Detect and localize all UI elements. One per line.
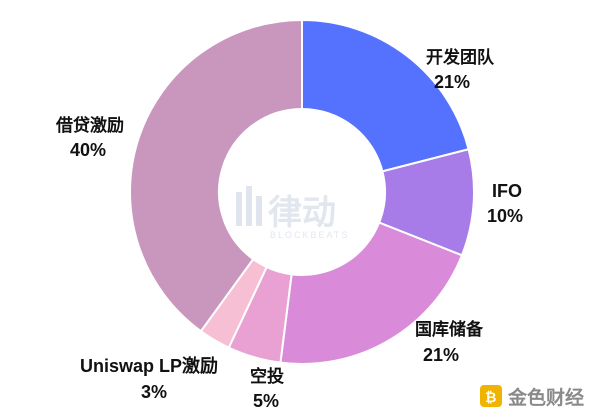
label-percent-airdrop: 5% xyxy=(253,391,279,411)
watermark-subtext: BLOCKBEATS xyxy=(270,230,349,240)
label-percent-lending: 40% xyxy=(70,140,106,160)
watermark: 律动 BLOCKBEATS xyxy=(236,186,349,240)
donut-slice-0 xyxy=(301,18,470,173)
label-name-ifo: IFO xyxy=(492,181,522,201)
corner-logo: ₿ 金色财经 xyxy=(480,385,584,409)
donut-slices xyxy=(129,18,475,365)
watermark-logo-bar xyxy=(246,186,252,226)
label-name-treasury: 国库储备 xyxy=(415,319,484,339)
watermark-logo-bar xyxy=(256,196,262,226)
corner-logo-glyph: ₿ xyxy=(485,389,496,405)
watermark-logo-bar xyxy=(236,192,242,226)
label-percent-uniswap-lp: 3% xyxy=(141,382,167,402)
label-name-dev-team: 开发团队 xyxy=(426,47,495,67)
label-name-airdrop: 空投 xyxy=(250,366,284,386)
slice-labels: 开发团队 21% IFO 10% 国库储备 21% 空投 5% Uniswap … xyxy=(55,47,523,411)
label-percent-treasury: 21% xyxy=(423,345,459,365)
label-name-uniswap-lp: Uniswap LP激励 xyxy=(80,355,218,376)
label-percent-ifo: 10% xyxy=(487,206,523,226)
corner-logo-icon xyxy=(480,385,502,407)
label-percent-dev-team: 21% xyxy=(434,72,470,92)
corner-logo-text: 金色财经 xyxy=(507,386,584,409)
donut-slice-2 xyxy=(279,221,464,365)
watermark-text: 律动 xyxy=(268,194,336,232)
donut-slice-5 xyxy=(129,18,303,333)
label-name-lending: 借贷激励 xyxy=(55,115,124,135)
